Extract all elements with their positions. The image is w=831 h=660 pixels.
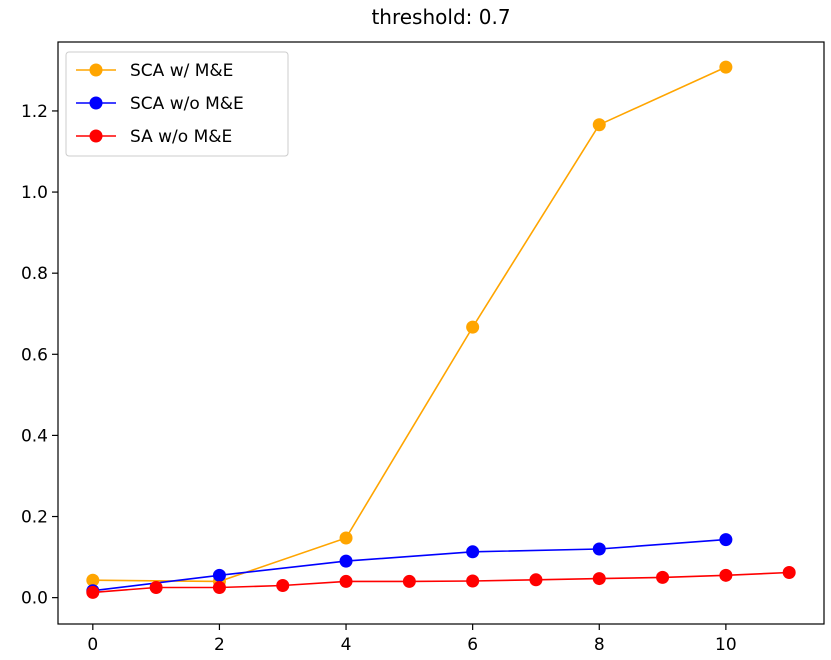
data-point: [529, 573, 543, 587]
data-point: [276, 578, 290, 592]
legend: SCA w/ M&E SCA w/o M&E SA w/o M&E: [65, 51, 289, 157]
data-point: [592, 572, 606, 586]
legend-label: SCA w/ M&E: [130, 61, 233, 81]
data-point: [212, 568, 226, 582]
series-sa-w-o-m-e: [86, 565, 796, 599]
data-point: [212, 580, 226, 594]
legend-item: SA w/o M&E: [76, 127, 232, 147]
x-axis: 0 2 4 6 8 10: [87, 624, 737, 655]
x-tick-label: 0: [87, 635, 98, 655]
y-tick-label: 0.6: [21, 345, 48, 365]
data-point: [592, 118, 606, 132]
x-tick-label: 6: [467, 635, 478, 655]
legend-label: SA w/o M&E: [130, 127, 232, 147]
series-line-sca-w-m-e: [92, 66, 727, 583]
x-tick-label: 2: [214, 635, 225, 655]
data-point: [719, 568, 733, 582]
plot-frame: [57, 41, 825, 625]
data-point: [86, 585, 100, 599]
data-point: [339, 574, 353, 588]
series-line-sca-w-o-m-e: [92, 538, 726, 592]
y-axis: 0.0 0.2 0.4 0.6 0.8 1.0 1.2: [21, 102, 58, 609]
legend-box: [65, 51, 289, 157]
x-tick-label: 4: [341, 635, 352, 655]
x-tick-label: 8: [594, 635, 605, 655]
chart-title: threshold: 0.7: [371, 5, 510, 29]
legend-marker: [89, 96, 103, 110]
data-point: [719, 60, 733, 74]
legend-item: SCA w/o M&E: [76, 94, 244, 114]
y-tick-label: 0.0: [21, 589, 48, 609]
data-point: [402, 574, 416, 588]
data-point: [656, 570, 670, 584]
legend-marker: [89, 63, 103, 77]
x-tick-label: 10: [715, 635, 737, 655]
y-tick-label: 1.2: [21, 102, 48, 122]
legend-label: SCA w/o M&E: [130, 94, 244, 114]
y-tick-label: 0.4: [21, 426, 48, 446]
legend-marker: [89, 129, 103, 143]
y-tick-label: 0.2: [21, 508, 48, 528]
data-point: [149, 580, 163, 594]
data-point: [339, 531, 353, 545]
data-point: [782, 565, 796, 579]
data-point: [466, 320, 480, 334]
data-point: [466, 574, 480, 588]
series-line-sa-w-o-m-e: [92, 571, 790, 594]
legend-item: SCA w/ M&E: [76, 61, 233, 81]
data-point: [86, 573, 100, 587]
data-point: [592, 542, 606, 556]
series-sca-w-m-e: [86, 60, 733, 588]
y-tick-label: 1.0: [21, 183, 48, 203]
y-tick-label: 0.8: [21, 264, 48, 284]
data-point: [339, 554, 353, 568]
series-layer: [86, 60, 796, 599]
data-point: [466, 545, 480, 559]
data-point: [719, 533, 733, 547]
